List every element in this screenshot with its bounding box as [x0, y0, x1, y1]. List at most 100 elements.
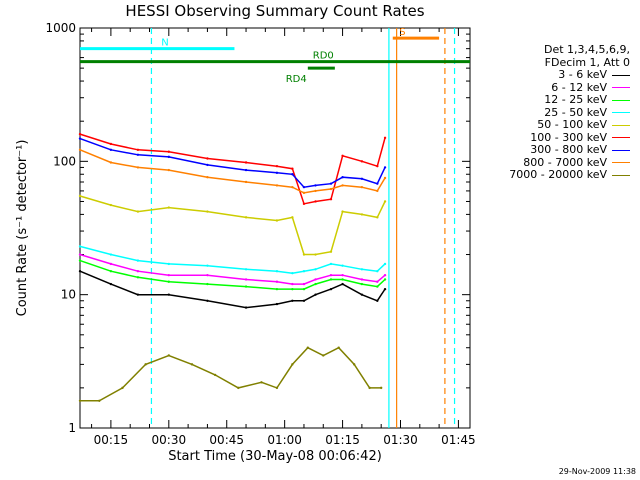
legend-item: 12 - 25 keV — [480, 93, 630, 107]
legend-swatch — [612, 87, 630, 89]
series-point — [190, 363, 194, 366]
y-tick-label: 1000 — [45, 21, 76, 35]
series-point — [314, 189, 317, 193]
series-point — [167, 262, 171, 266]
series-point — [275, 219, 279, 222]
series-point — [341, 282, 344, 286]
series-point — [206, 176, 209, 179]
series-point — [136, 148, 140, 152]
series-point — [341, 210, 344, 213]
series-point — [302, 287, 306, 291]
x-tick-label: 01:15 — [325, 433, 360, 447]
series-point — [244, 268, 248, 271]
series-point — [213, 373, 217, 377]
series-point — [291, 282, 294, 286]
series-point — [383, 136, 387, 140]
legend-item-label: 7000 - 20000 keV — [509, 168, 607, 181]
series-point — [109, 262, 113, 266]
series-line — [79, 195, 386, 256]
series-point — [302, 282, 306, 286]
series-point — [167, 168, 171, 172]
series-point — [322, 354, 325, 357]
series-point — [244, 180, 248, 184]
legend-item: 100 - 300 keV — [480, 130, 630, 145]
series-point — [78, 245, 82, 248]
series-point — [136, 166, 140, 169]
series-point — [368, 386, 371, 390]
series-point — [206, 299, 209, 302]
series-point — [78, 253, 82, 256]
series-point — [329, 187, 333, 191]
x-tick-label: 01:30 — [383, 433, 418, 447]
series-point — [341, 264, 344, 267]
series-point — [78, 148, 82, 152]
series-point — [78, 194, 82, 198]
series-point — [206, 157, 209, 160]
series-point — [314, 282, 317, 286]
series-point — [383, 278, 387, 281]
y-tick-label: 10 — [61, 288, 76, 302]
series-point — [275, 171, 279, 175]
legend-item-label: 12 - 25 keV — [544, 93, 607, 106]
legend-item: 3 - 6 keV — [480, 68, 630, 82]
series-point — [360, 268, 364, 271]
series-point — [109, 269, 113, 273]
series-point — [302, 191, 306, 195]
series-point — [341, 184, 344, 187]
series-point — [206, 282, 209, 286]
series-point — [329, 273, 333, 277]
timestamp-label: 29-Nov-2009 11:38 — [558, 467, 636, 476]
series-line — [80, 346, 382, 402]
x-tick-label: 01:00 — [267, 433, 302, 447]
plot-frame — [79, 27, 471, 429]
series-point — [78, 132, 82, 136]
series-point — [244, 285, 248, 288]
series-point — [376, 269, 379, 273]
series-point — [144, 363, 147, 366]
series-point — [167, 273, 171, 277]
legend-swatch — [612, 149, 630, 151]
series-point — [314, 200, 317, 203]
series-point — [376, 216, 379, 219]
legend-item-label: 25 - 50 keV — [544, 105, 607, 119]
legend-item-label: 300 - 800 keV — [530, 143, 607, 156]
legend-header-line-2: FDecim 1, Att 0 — [544, 55, 630, 69]
annotation-label-rd4: RD4 — [286, 74, 307, 85]
series-point — [136, 269, 140, 273]
legend-item-label: 800 - 7000 keV — [523, 155, 607, 169]
series-point — [291, 185, 294, 189]
legend-item-label: 100 - 300 keV — [530, 130, 607, 144]
series-point — [244, 161, 248, 164]
series-point — [244, 306, 248, 309]
series-point — [329, 182, 333, 185]
series-point — [109, 161, 113, 164]
series-point — [314, 268, 317, 271]
series-point — [302, 299, 306, 302]
series-point — [78, 259, 82, 262]
series-line — [79, 245, 386, 274]
series-point — [314, 253, 317, 256]
annotation-label-rd0: RD0 — [313, 51, 334, 62]
series-point — [121, 386, 124, 390]
series-point — [360, 177, 364, 180]
chart-title: HESSI Observing Summary Count Rates — [125, 2, 425, 20]
series-point — [329, 278, 333, 281]
series-point — [314, 293, 317, 296]
series-point — [260, 381, 263, 384]
series-point — [329, 250, 333, 253]
series-point — [383, 262, 387, 266]
legend: Det 1,3,4,5,6,9, FDecim 1, Att 0 3 - 6 k… — [480, 43, 630, 182]
series-point — [167, 155, 171, 159]
annotation-label-n: N — [161, 38, 168, 49]
series-point — [167, 150, 171, 153]
series-point — [360, 278, 364, 281]
series-point — [109, 282, 113, 286]
series-point — [109, 142, 113, 146]
series-point — [376, 182, 379, 185]
series-point — [275, 280, 279, 283]
legend-header-line-1: Det 1,3,4,5,6,9, — [543, 43, 630, 56]
series-point — [376, 280, 379, 283]
series-point — [98, 399, 101, 402]
series-point — [302, 253, 306, 256]
